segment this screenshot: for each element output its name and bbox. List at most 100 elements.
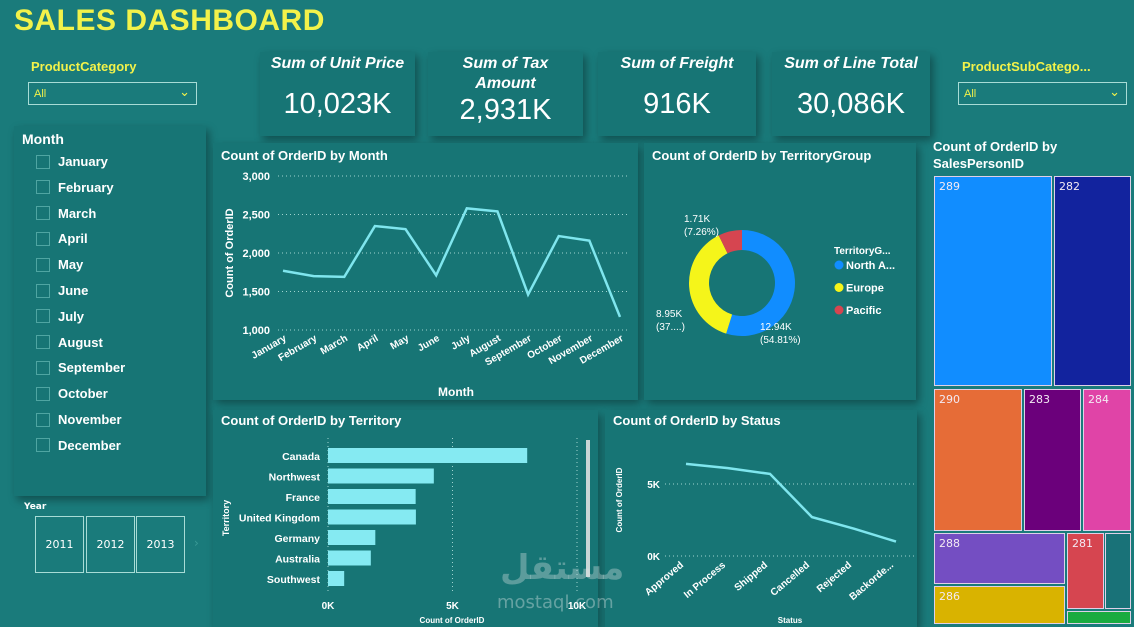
checkbox[interactable] [36,257,50,272]
checkbox[interactable] [36,283,50,298]
month-option-label: June [58,283,89,298]
x-tick-label: Shipped [733,560,770,594]
kpi-value: 10,023K [283,88,392,120]
month-option-label: December [58,437,121,453]
scrollbar [586,440,590,577]
checkbox[interactable] [36,412,50,427]
product-category-value: All [34,88,47,100]
territory-chart-title: Count of OrderID by Territory [221,413,402,428]
treemap-tile-288[interactable]: 288 [934,533,1065,584]
treemap-tile-281[interactable]: 281 [1067,533,1104,609]
month-series-line [282,207,622,318]
month-chart-title: Count of OrderID by Month [221,148,388,163]
bar-germany [328,530,376,545]
dashboard-title: SALES DASHBOARD [14,4,325,37]
year-2013-button[interactable]: 2013 [136,516,185,573]
y-tick-label: Germany [274,533,320,545]
kpi-title: Sum of Unit Price [270,55,405,72]
product-subcategory-dropdown[interactable]: All ⌄ [958,82,1127,105]
year-2012-button[interactable]: 2012 [86,516,135,573]
month-option-label: August [58,334,103,350]
x-axis-title: Month [438,385,474,399]
month-option-label: March [58,205,97,221]
legend-entry: Europe [846,283,884,295]
legend-entry: North A... [846,260,895,272]
month-option-february[interactable]: February [36,180,114,195]
legend-entry: Pacific [846,305,881,317]
treemap-tile-284[interactable]: 284 [1083,389,1131,531]
chevron-down-icon: ⌄ [179,84,190,99]
salesperson-chart-title: Count of OrderID by SalesPersonID [933,139,1058,171]
treemap-tile-289[interactable]: 289 [934,176,1052,386]
x-tick-label: In Process [682,560,728,601]
status-series-line [685,462,897,543]
checkbox[interactable] [36,386,50,401]
treemap-tile-286[interactable]: 286 [934,586,1065,624]
month-option-december[interactable]: December [36,438,121,453]
treemap-tile-other-8[interactable] [1105,533,1131,609]
checkbox[interactable] [36,438,50,453]
y-tick-label: Canada [282,451,320,463]
product-subcategory-label: ProductSubCatego... [962,59,1091,74]
month-option-november[interactable]: November [36,412,122,427]
watermark-latin: mostaql.com [497,592,614,613]
year-2011-button[interactable]: 2011 [35,516,84,573]
y-tick-label: 2,000 [242,248,270,260]
x-axis-title: Status [778,616,803,625]
month-option-january[interactable]: January [36,154,108,169]
bar-united-kingdom [328,509,416,525]
month-option-october[interactable]: October [36,386,108,401]
y-tick-label: France [286,492,321,504]
y-tick-label: 5K [647,480,661,491]
month-option-july[interactable]: July [36,309,84,324]
treemap-tile-283[interactable]: 283 [1024,389,1081,531]
month-option-label: February [58,179,114,195]
treemap-tile-290[interactable]: 290 [934,389,1022,531]
data-label: 12.94K [760,322,792,333]
x-tick-label: 5K [446,601,460,612]
checkbox[interactable] [36,154,50,169]
y-tick-label: Australia [275,554,320,566]
treemap-tile-282[interactable]: 282 [1054,176,1131,386]
x-tick-label: Approved [643,560,686,598]
treemap-tile-other-9[interactable] [1067,611,1131,624]
data-label-percent: (7.26%) [684,227,719,238]
y-axis-title: Count of OrderID [615,467,624,532]
legend-title: TerritoryG... [834,246,891,257]
x-tick-label: Rejected [815,560,854,595]
kpi-unit-price: Sum of Unit Price 10,023K [260,52,415,136]
checkbox[interactable] [36,180,50,195]
donut-slice-pacific [718,230,742,254]
checkbox[interactable] [36,360,50,375]
bar-australia [328,550,371,566]
data-label: 8.95K [656,309,682,320]
y-tick-label: Southwest [267,574,321,586]
month-option-may[interactable]: May [36,257,83,272]
month-option-august[interactable]: August [36,335,103,350]
kpi-value: 30,086K [796,88,906,120]
legend-marker [834,305,844,315]
month-slicer-label: Month [22,131,64,147]
checkbox[interactable] [36,309,50,324]
chevron-right-icon[interactable]: › [194,536,199,550]
month-option-june[interactable]: June [36,283,88,298]
chevron-down-icon: ⌄ [1109,84,1120,99]
year-slicer-label: Year [24,502,47,512]
y-axis-title: Territory [221,500,231,536]
y-axis-title: Count of OrderID [224,208,236,297]
y-tick-label: 3,000 [242,171,270,183]
checkbox[interactable] [36,206,50,221]
legend-marker [834,260,844,270]
month-option-april[interactable]: April [36,231,88,246]
checkbox[interactable] [36,335,50,350]
month-option-march[interactable]: March [36,206,96,221]
watermark-arabic: مستقل [500,548,625,588]
month-option-label: October [58,386,108,402]
checkbox[interactable] [36,231,50,246]
kpi-freight: Sum of Freight 916K [598,52,756,136]
month-option-september[interactable]: September [36,360,125,375]
x-tick-label: May [389,333,412,352]
kpi-title: Sum of Line Total [784,55,918,72]
product-category-dropdown[interactable]: All ⌄ [28,82,197,105]
